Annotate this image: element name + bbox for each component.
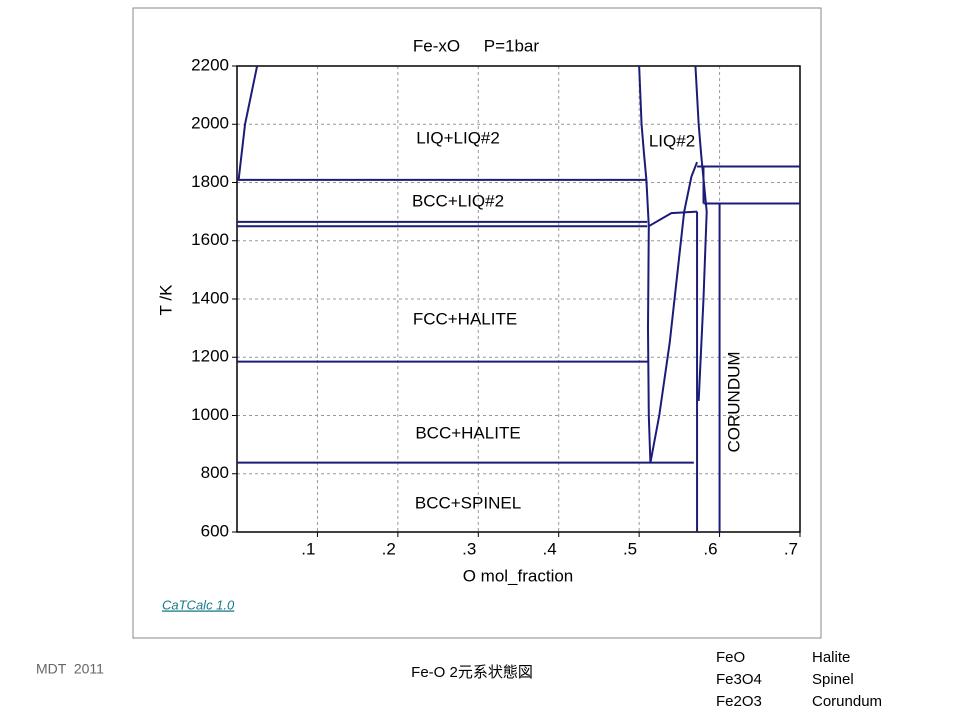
x-tick-label: .1 <box>301 539 315 558</box>
y-tick-label: 1800 <box>191 172 229 191</box>
formula: Fe2O3 <box>716 693 762 710</box>
x-tick-label: .4 <box>543 539 557 558</box>
region-label: BCC+LIQ#2 <box>412 191 504 210</box>
region-label: LIQ#2 <box>649 131 695 150</box>
phase-name: Halite <box>812 649 850 666</box>
region-label: BCC+HALITE <box>415 423 520 442</box>
x-axis-label: O mol_fraction <box>463 566 574 585</box>
formula: FeO <box>716 649 745 666</box>
phase-boundary <box>649 161 698 463</box>
phase-boundary <box>648 210 698 228</box>
x-tick-label: .7 <box>784 539 798 558</box>
y-tick-label: 800 <box>201 463 229 482</box>
phase-boundary <box>237 65 259 180</box>
y-tick-label: 2200 <box>191 55 229 74</box>
y-tick-label: 1600 <box>191 230 229 249</box>
phase-boundary <box>694 65 703 163</box>
formula: Fe3O4 <box>716 671 762 688</box>
caption: Fe-O 2元系状態図 <box>411 664 533 681</box>
x-tick-label: .2 <box>382 539 396 558</box>
y-tick-label: 2000 <box>191 114 229 133</box>
x-tick-label: .3 <box>462 539 476 558</box>
x-tick-label: .5 <box>623 539 637 558</box>
region-label: FCC+HALITE <box>413 309 517 328</box>
y-tick-label: 1200 <box>191 347 229 366</box>
phase-name: Corundum <box>812 693 882 710</box>
chart-title: Fe-xO P=1bar <box>413 36 539 55</box>
y-tick-label: 600 <box>201 521 229 540</box>
region-label: LIQ+LIQ#2 <box>416 128 500 147</box>
phase-boundary <box>638 65 650 227</box>
region-label: CORUNDUM <box>724 351 743 452</box>
phase-name: Spinel <box>812 671 854 688</box>
author: MDT 2011 <box>36 661 104 677</box>
software-link[interactable]: CaTCalc 1.0 <box>162 597 235 612</box>
y-axis-label: T /K <box>156 284 175 316</box>
y-tick-label: 1400 <box>191 288 229 307</box>
x-tick-label: .6 <box>703 539 717 558</box>
plot-area <box>236 65 801 533</box>
y-tick-label: 1000 <box>191 405 229 424</box>
region-label: BCC+SPINEL <box>415 493 521 512</box>
phase-boundary <box>646 226 652 463</box>
